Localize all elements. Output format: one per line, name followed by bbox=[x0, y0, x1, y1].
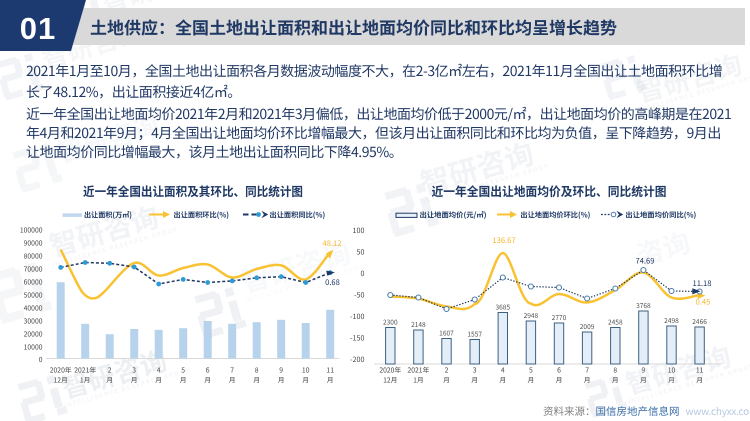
svg-text:6: 6 bbox=[206, 365, 210, 375]
svg-text:11: 11 bbox=[326, 365, 334, 375]
svg-text:8: 8 bbox=[613, 365, 617, 375]
svg-text:近一年全国出让面积及其环比、同比统计图: 近一年全国出让面积及其环比、同比统计图 bbox=[83, 181, 303, 200]
svg-text:0.68: 0.68 bbox=[325, 277, 340, 288]
svg-text:月: 月 bbox=[584, 375, 591, 385]
svg-text:4: 4 bbox=[157, 365, 161, 375]
svg-text:90000: 90000 bbox=[24, 238, 43, 248]
svg-text:50000: 50000 bbox=[24, 290, 43, 300]
svg-text:2466: 2466 bbox=[692, 316, 707, 326]
svg-text:出让地面均价(元/㎡): 出让地面均价(元/㎡) bbox=[420, 209, 487, 220]
svg-text:3: 3 bbox=[132, 365, 136, 375]
svg-text:出让地面均价同比(%): 出让地面均价同比(%) bbox=[625, 209, 696, 220]
svg-text:月: 月 bbox=[229, 375, 236, 385]
svg-text:月: 月 bbox=[528, 375, 535, 385]
svg-text:11.18: 11.18 bbox=[693, 278, 712, 289]
svg-text:48.12: 48.12 bbox=[323, 238, 342, 249]
svg-text:月: 月 bbox=[668, 375, 675, 385]
svg-text:-50: -50 bbox=[354, 291, 364, 301]
svg-text:1607: 1607 bbox=[439, 327, 454, 337]
svg-text:100000: 100000 bbox=[20, 225, 43, 235]
svg-text:40000: 40000 bbox=[24, 302, 43, 312]
svg-text:3685: 3685 bbox=[495, 301, 510, 311]
svg-text:月: 月 bbox=[131, 375, 138, 385]
svg-text:7: 7 bbox=[230, 365, 234, 375]
svg-text:月: 月 bbox=[253, 375, 260, 385]
svg-text:月: 月 bbox=[499, 375, 506, 385]
svg-text:出让面积(万㎡): 出让面积(万㎡) bbox=[84, 209, 132, 220]
svg-text:9: 9 bbox=[279, 365, 283, 375]
svg-text:2498: 2498 bbox=[664, 315, 679, 325]
svg-text:20000: 20000 bbox=[24, 328, 43, 338]
svg-text:0: 0 bbox=[39, 354, 43, 364]
svg-text:出让地面均价环比(%): 出让地面均价环比(%) bbox=[520, 209, 590, 220]
svg-text:0.45: 0.45 bbox=[696, 297, 711, 308]
svg-text:80000: 80000 bbox=[24, 251, 43, 261]
svg-text:70000: 70000 bbox=[24, 264, 43, 274]
svg-text:1557: 1557 bbox=[467, 328, 482, 338]
svg-text:136.67: 136.67 bbox=[492, 235, 515, 246]
svg-text:2770: 2770 bbox=[552, 312, 567, 322]
svg-text:月: 月 bbox=[204, 375, 211, 385]
svg-text:12月: 12月 bbox=[54, 375, 68, 385]
svg-text:2: 2 bbox=[445, 365, 449, 375]
svg-text:1月: 1月 bbox=[80, 375, 91, 385]
svg-text:月: 月 bbox=[556, 375, 563, 385]
svg-text:2458: 2458 bbox=[608, 316, 623, 326]
svg-text:月: 月 bbox=[180, 375, 187, 385]
svg-text:月: 月 bbox=[302, 375, 309, 385]
svg-text:8: 8 bbox=[255, 365, 259, 375]
svg-text:2: 2 bbox=[108, 365, 112, 375]
svg-text:月: 月 bbox=[327, 375, 334, 385]
svg-text:-200: -200 bbox=[350, 355, 364, 365]
svg-text:0: 0 bbox=[361, 269, 365, 279]
svg-text:月: 月 bbox=[443, 375, 450, 385]
svg-text:6: 6 bbox=[557, 365, 561, 375]
svg-text:3: 3 bbox=[473, 365, 477, 375]
svg-text:1月: 1月 bbox=[413, 375, 424, 385]
svg-text:10: 10 bbox=[302, 365, 310, 375]
svg-text:月: 月 bbox=[640, 375, 647, 385]
svg-text:2021年: 2021年 bbox=[407, 365, 429, 375]
svg-text:2300: 2300 bbox=[383, 316, 398, 326]
svg-text:2021年: 2021年 bbox=[74, 365, 96, 375]
svg-text:-100: -100 bbox=[350, 312, 364, 322]
svg-text:月: 月 bbox=[278, 375, 285, 385]
svg-text:7: 7 bbox=[585, 365, 589, 375]
svg-text:2020年: 2020年 bbox=[50, 365, 72, 375]
svg-text:100: 100 bbox=[353, 226, 365, 236]
svg-text:2948: 2948 bbox=[524, 310, 539, 320]
svg-text:11: 11 bbox=[696, 365, 704, 375]
svg-text:3768: 3768 bbox=[636, 300, 651, 310]
svg-text:月: 月 bbox=[155, 375, 162, 385]
svg-text:2009: 2009 bbox=[580, 321, 595, 331]
svg-text:50: 50 bbox=[357, 247, 365, 257]
svg-text:30000: 30000 bbox=[24, 315, 43, 325]
svg-text:60000: 60000 bbox=[24, 277, 43, 287]
svg-text:12月: 12月 bbox=[383, 375, 397, 385]
svg-text:9: 9 bbox=[642, 365, 646, 375]
svg-text:5: 5 bbox=[529, 365, 533, 375]
svg-text:4: 4 bbox=[501, 365, 505, 375]
svg-text:10: 10 bbox=[668, 365, 676, 375]
svg-text:月: 月 bbox=[612, 375, 619, 385]
svg-text:月: 月 bbox=[696, 375, 703, 385]
svg-text:5: 5 bbox=[181, 365, 185, 375]
svg-text:出让面积同比(%): 出让面积同比(%) bbox=[270, 209, 326, 220]
svg-text:出让面积环比(%): 出让面积环比(%) bbox=[174, 209, 230, 220]
svg-text:2148: 2148 bbox=[411, 319, 426, 329]
svg-text:月: 月 bbox=[471, 375, 478, 385]
svg-text:-150: -150 bbox=[350, 334, 364, 344]
svg-text:2020年: 2020年 bbox=[379, 365, 401, 375]
svg-text:近一年全国出让地面均价及环比、同比统计图: 近一年全国出让地面均价及环比、同比统计图 bbox=[432, 181, 667, 200]
svg-text:74.69: 74.69 bbox=[636, 256, 655, 267]
svg-text:月: 月 bbox=[106, 375, 113, 385]
svg-text:10000: 10000 bbox=[24, 341, 43, 351]
